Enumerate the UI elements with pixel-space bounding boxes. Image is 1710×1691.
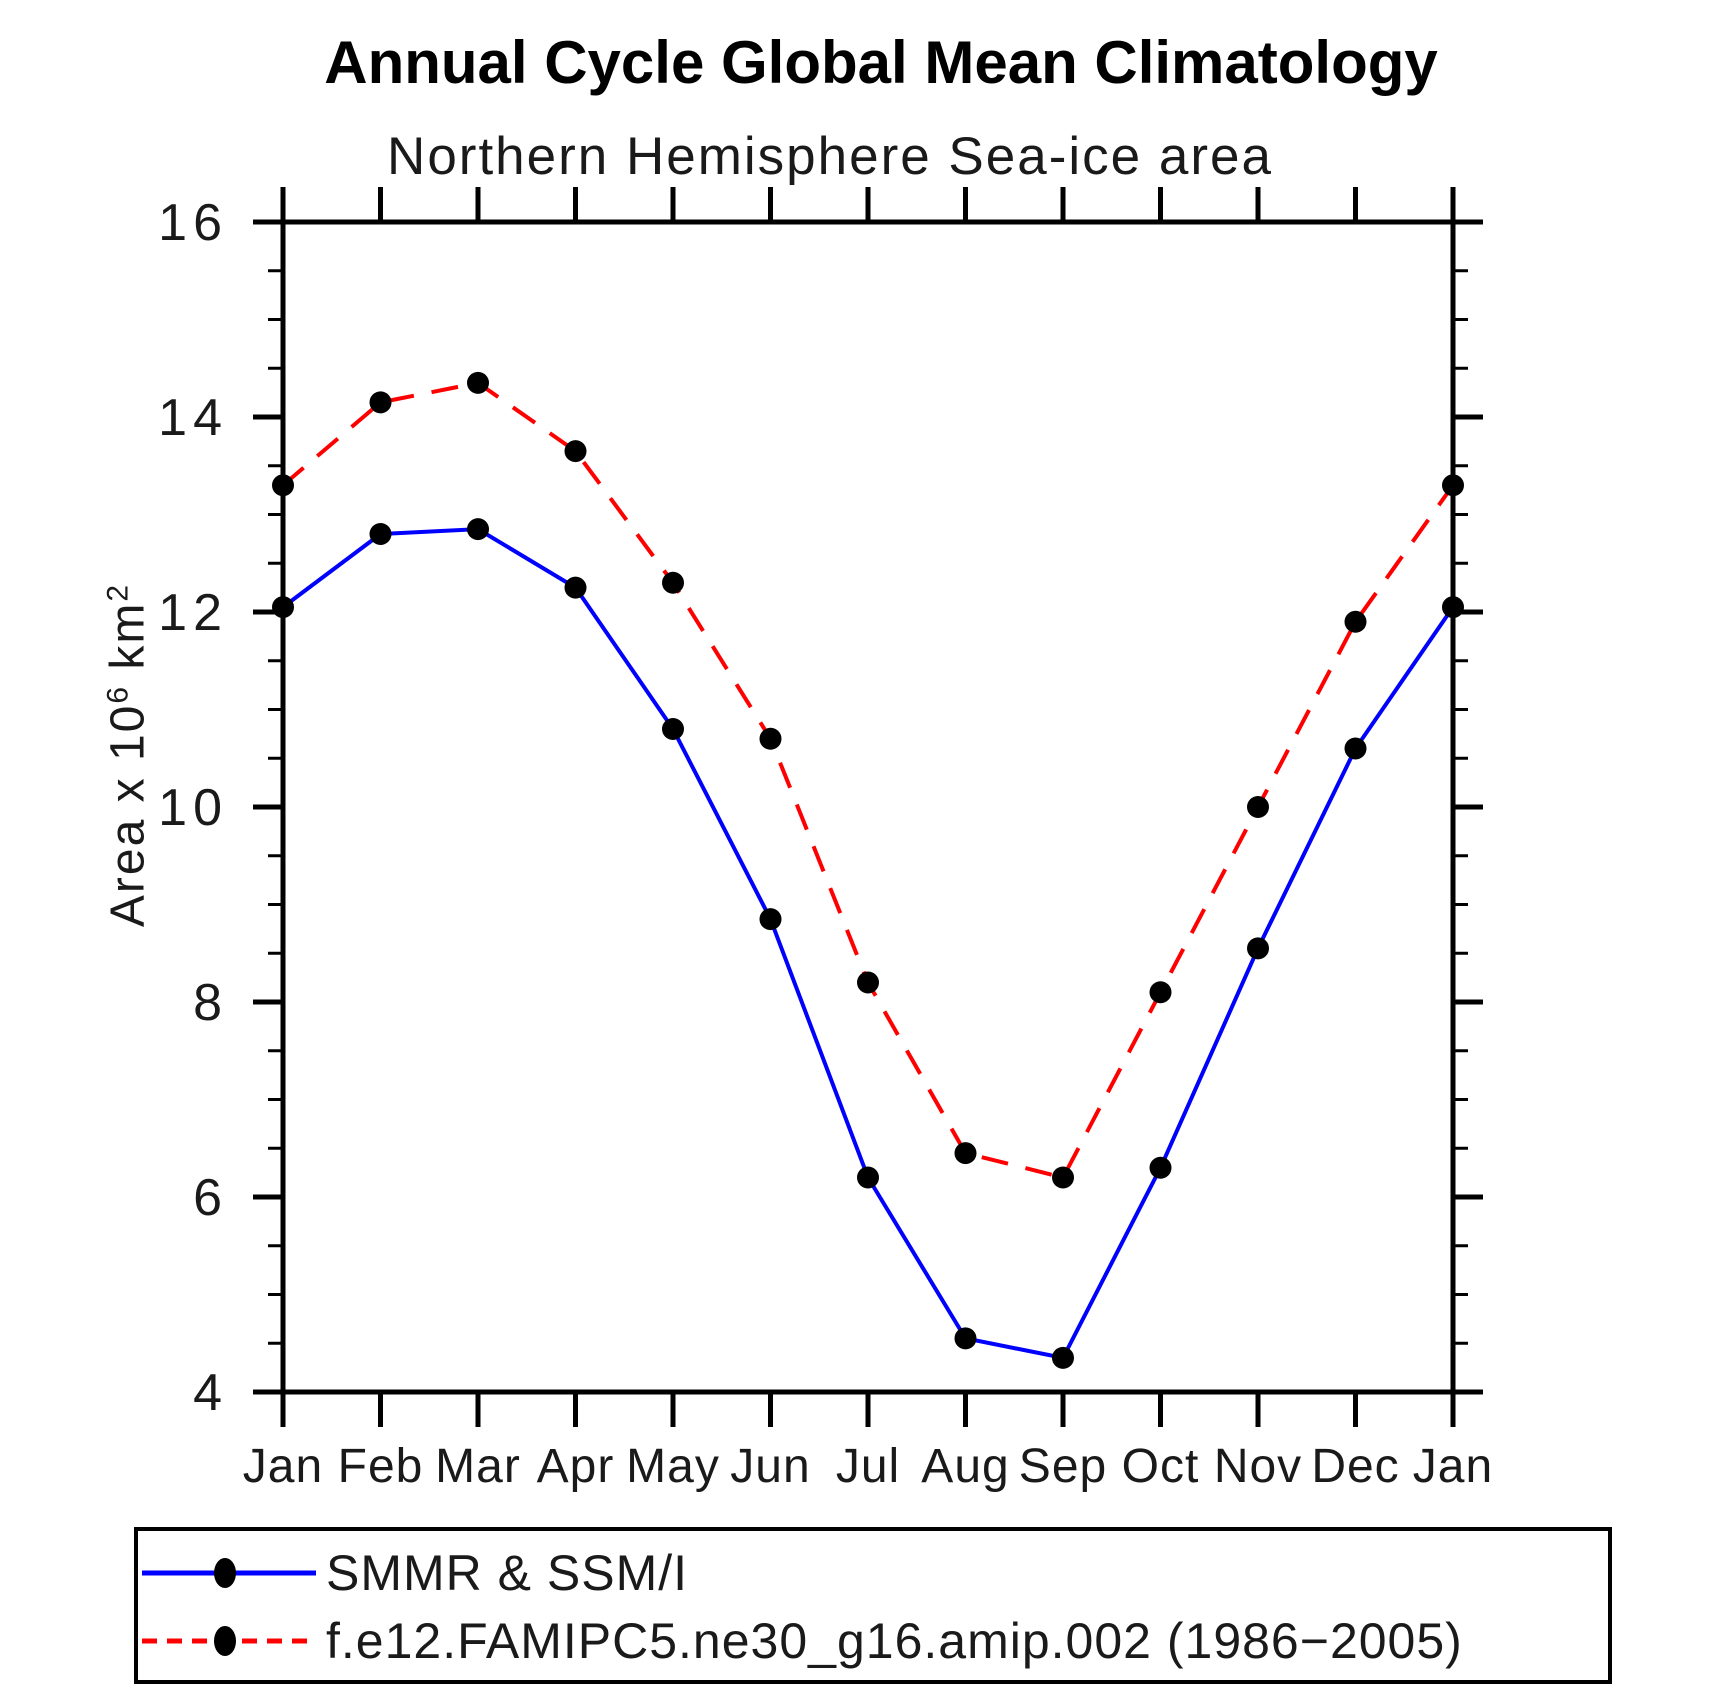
legend-marker-dot-icon	[214, 1626, 236, 1656]
data-point-marker	[662, 571, 684, 594]
data-point-marker	[759, 908, 782, 931]
y-tick-label: 14	[158, 389, 228, 447]
x-tick-label: Jan	[243, 1440, 323, 1493]
data-point-marker	[564, 440, 587, 463]
legend-box: SMMR & SSM/I f.e12.FAMIPC5.ne30_g16.amip…	[134, 1527, 1612, 1684]
y-tick-label: 8	[193, 974, 228, 1032]
data-point-marker	[954, 1327, 977, 1350]
x-tick-label: Jul	[836, 1440, 900, 1493]
data-point-marker	[1052, 1346, 1074, 1369]
y-tick-label: 12	[158, 584, 228, 642]
x-tick-label: Jan	[1413, 1440, 1493, 1493]
plot-frame	[280, 219, 1456, 1395]
legend-label-observations: SMMR & SSM/I	[326, 1545, 689, 1601]
data-point-marker	[1442, 596, 1464, 619]
x-tick-label: Jun	[730, 1440, 810, 1493]
data-point-marker	[467, 371, 489, 394]
chart-subtitle: Northern Hemisphere Sea-ice area	[387, 127, 1273, 186]
series-line-observations	[281, 527, 1455, 1361]
x-tick-label: Feb	[338, 1440, 424, 1493]
legend-label-model: f.e12.FAMIPC5.ne30_g16.amip.002 (1986−20…	[326, 1613, 1463, 1669]
y-tick-label: 16	[158, 194, 228, 252]
data-point-marker	[272, 596, 294, 619]
x-tick-label: Apr	[537, 1440, 615, 1493]
legend-entry-observations: SMMR & SSM/I	[140, 1545, 688, 1601]
data-point-marker	[857, 971, 879, 994]
data-point-marker	[954, 1142, 977, 1165]
legend-marker-dot-icon	[214, 1558, 236, 1588]
legend-line-sample-solid	[142, 1558, 316, 1588]
legend-line-sample-dashed	[142, 1626, 316, 1656]
y-tick-label: 4	[193, 1364, 228, 1422]
data-point-marker	[1247, 796, 1269, 818]
data-point-marker	[1052, 1166, 1074, 1189]
data-point-marker	[564, 576, 587, 599]
data-point-marker	[467, 518, 489, 541]
data-point-marker	[1344, 737, 1367, 760]
data-point-marker	[662, 718, 684, 740]
data-point-marker	[369, 523, 392, 545]
x-tick-label: Dec	[1311, 1440, 1399, 1493]
x-tick-label: Nov	[1214, 1440, 1302, 1493]
data-point-marker	[1344, 610, 1367, 633]
x-tick-label: Mar	[435, 1440, 521, 1493]
x-tick-label: Sep	[1019, 1440, 1107, 1493]
data-point-marker	[759, 727, 782, 750]
data-point-marker	[1247, 937, 1269, 960]
data-point-marker	[1149, 1156, 1172, 1179]
data-point-marker	[369, 391, 392, 414]
data-point-marker	[857, 1166, 879, 1189]
data-point-marker	[272, 474, 294, 497]
series-line-model	[281, 380, 1455, 1180]
x-tick-label: Aug	[921, 1440, 1009, 1493]
y-tick-label: 6	[193, 1169, 228, 1227]
x-tick-label: May	[626, 1440, 720, 1493]
legend-entry-model: f.e12.FAMIPC5.ne30_g16.amip.002 (1986−20…	[140, 1613, 1463, 1669]
y-tick-label: 10	[158, 779, 228, 837]
data-point-marker	[1442, 474, 1464, 497]
chart-title: Annual Cycle Global Mean Climatology	[324, 29, 1438, 96]
x-tick-label: Oct	[1122, 1440, 1200, 1493]
data-point-marker	[1149, 981, 1172, 1004]
